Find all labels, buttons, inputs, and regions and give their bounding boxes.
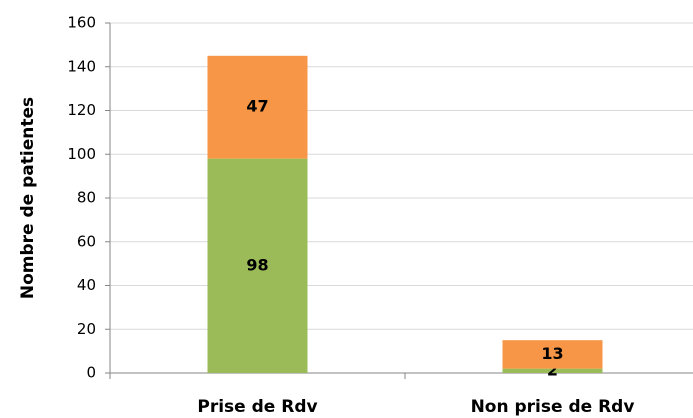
y-tick-label: 20 — [77, 320, 96, 338]
y-tick-label: 100 — [67, 145, 96, 163]
bar-segment — [502, 368, 603, 373]
y-tick-label: 60 — [77, 232, 96, 250]
bar-segment — [207, 158, 308, 373]
y-tick-label: 40 — [77, 276, 96, 294]
y-axis-label: Nombre de patientes — [18, 97, 38, 299]
x-tick-label: Prise de Rdv — [197, 397, 317, 417]
bar-segment — [207, 55, 308, 159]
data-label: 47 — [246, 97, 268, 116]
y-tick-label: 0 — [86, 364, 96, 382]
data-label: 98 — [246, 255, 268, 274]
y-tick-label: 140 — [67, 57, 96, 75]
x-tick-label: Non prise de Rdv — [471, 397, 635, 417]
y-tick-label: 120 — [67, 101, 96, 119]
bar-segment — [502, 340, 603, 369]
y-tick-label: 160 — [67, 14, 96, 32]
data-label: 13 — [541, 344, 563, 363]
y-tick-label: 80 — [77, 189, 96, 207]
data-label: 2 — [547, 360, 558, 379]
